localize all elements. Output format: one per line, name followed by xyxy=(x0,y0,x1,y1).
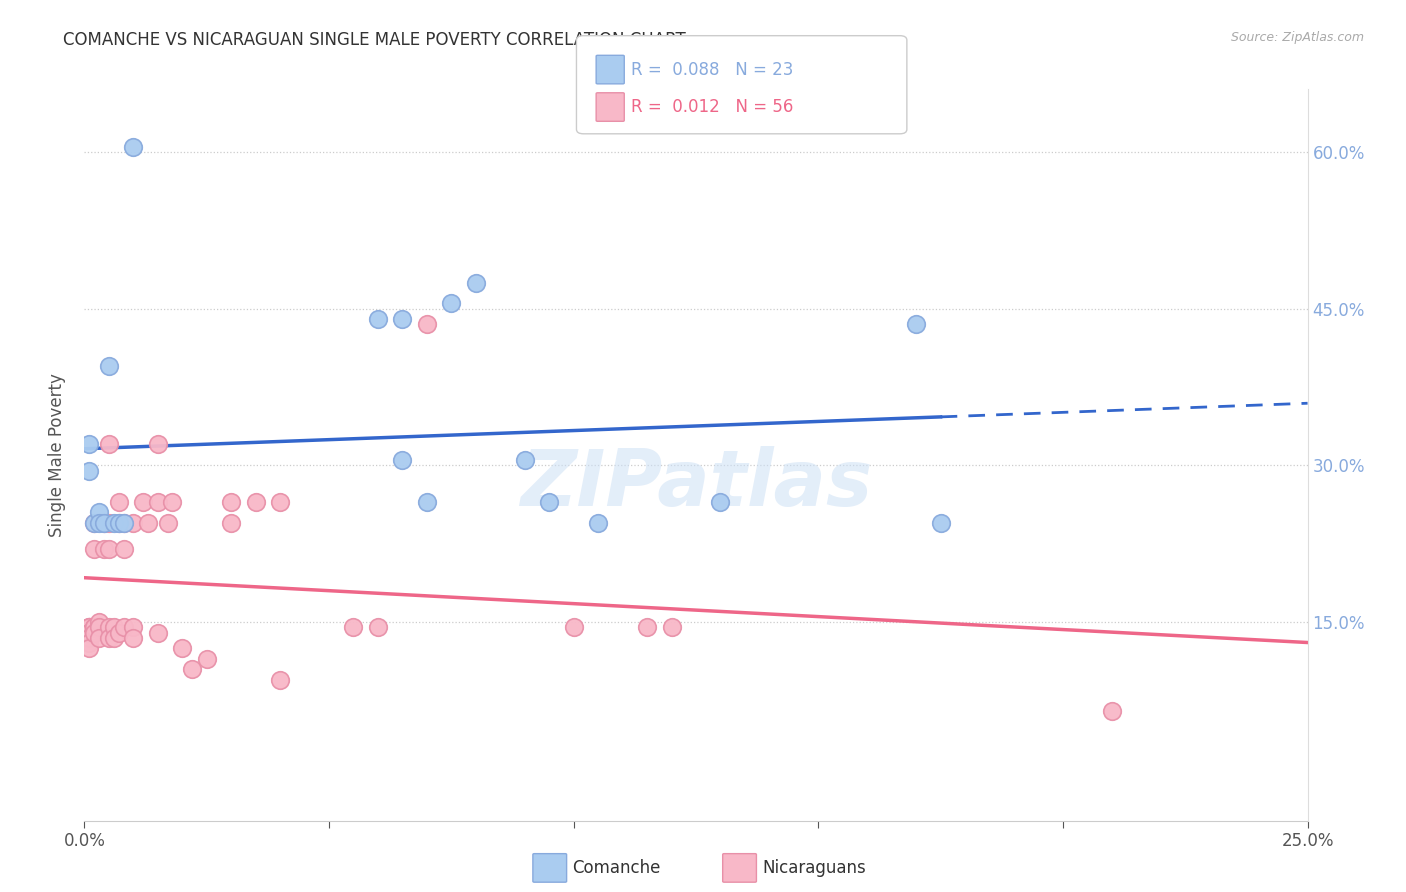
Point xyxy=(97,437,120,451)
Point xyxy=(87,516,110,530)
Text: Nicaraguans: Nicaraguans xyxy=(762,859,866,877)
Point xyxy=(77,625,100,640)
Point xyxy=(93,541,115,556)
Point xyxy=(416,495,439,509)
Point xyxy=(97,359,120,373)
Point xyxy=(87,620,110,634)
Point xyxy=(103,631,125,645)
Point xyxy=(77,620,100,634)
Point xyxy=(97,620,120,634)
Point xyxy=(156,516,179,530)
Point xyxy=(342,620,364,634)
Text: COMANCHE VS NICARAGUAN SINGLE MALE POVERTY CORRELATION CHART: COMANCHE VS NICARAGUAN SINGLE MALE POVER… xyxy=(63,31,686,49)
Point xyxy=(562,620,585,634)
Point xyxy=(929,516,952,530)
Point xyxy=(77,620,100,634)
Point xyxy=(83,620,105,634)
Point xyxy=(1101,704,1123,718)
Point xyxy=(112,516,135,530)
Text: Comanche: Comanche xyxy=(572,859,661,877)
Point xyxy=(83,516,105,530)
Point xyxy=(391,312,413,326)
Point xyxy=(367,620,389,634)
Point xyxy=(195,651,218,665)
Point xyxy=(87,631,110,645)
Point xyxy=(122,139,145,153)
Point xyxy=(93,516,115,530)
Point xyxy=(83,620,105,634)
Point xyxy=(162,495,184,509)
Text: Source: ZipAtlas.com: Source: ZipAtlas.com xyxy=(1230,31,1364,45)
Point xyxy=(146,625,169,640)
Point xyxy=(77,625,100,640)
Point xyxy=(77,437,100,451)
Point xyxy=(97,631,120,645)
Point xyxy=(440,296,463,310)
Point xyxy=(83,516,105,530)
Point xyxy=(83,625,105,640)
Point xyxy=(107,516,129,530)
Point xyxy=(122,516,145,530)
Point xyxy=(93,516,115,530)
Point xyxy=(586,516,609,530)
Point xyxy=(77,620,100,634)
Point xyxy=(132,495,155,509)
Point xyxy=(77,641,100,656)
Point xyxy=(661,620,683,634)
Point xyxy=(636,620,658,634)
Point xyxy=(136,516,159,530)
Point xyxy=(77,631,100,645)
Point xyxy=(269,495,291,509)
Point xyxy=(367,312,389,326)
Point xyxy=(77,636,100,650)
Point xyxy=(146,495,169,509)
Point xyxy=(83,541,105,556)
Point xyxy=(709,495,731,509)
Point xyxy=(416,318,439,332)
Point xyxy=(269,673,291,687)
Point xyxy=(87,505,110,519)
Y-axis label: Single Male Poverty: Single Male Poverty xyxy=(48,373,66,537)
Point xyxy=(513,453,536,467)
Point xyxy=(122,631,145,645)
Point xyxy=(87,615,110,629)
Point xyxy=(107,495,129,509)
Point xyxy=(103,620,125,634)
Point xyxy=(112,516,135,530)
Point xyxy=(97,516,120,530)
Point xyxy=(146,437,169,451)
Point xyxy=(172,641,194,656)
Point xyxy=(103,516,125,530)
Point xyxy=(905,318,928,332)
Point xyxy=(97,541,120,556)
Text: R =  0.012   N = 56: R = 0.012 N = 56 xyxy=(631,98,793,116)
Point xyxy=(219,495,242,509)
Text: R =  0.088   N = 23: R = 0.088 N = 23 xyxy=(631,61,793,78)
Point xyxy=(245,495,267,509)
Point xyxy=(112,620,135,634)
Point xyxy=(181,662,204,676)
Point xyxy=(107,516,129,530)
Text: ZIPatlas: ZIPatlas xyxy=(520,446,872,522)
Point xyxy=(391,453,413,467)
Point xyxy=(77,464,100,478)
Point xyxy=(219,516,242,530)
Point xyxy=(464,276,486,290)
Point xyxy=(107,625,129,640)
Point xyxy=(112,541,135,556)
Point xyxy=(538,495,561,509)
Point xyxy=(122,620,145,634)
